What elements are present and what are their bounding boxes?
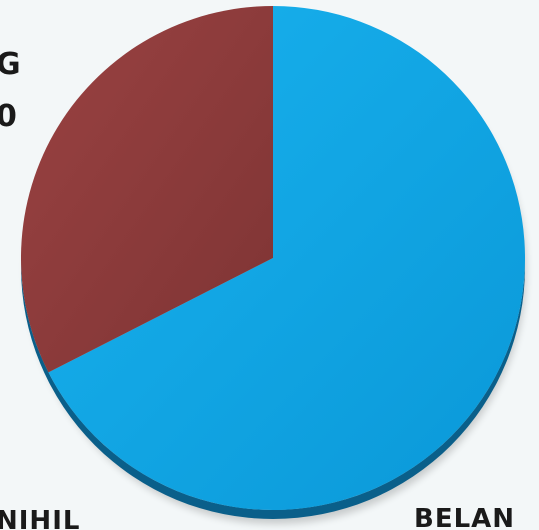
annotation-top-line-1: G — [0, 47, 22, 82]
pie-slices — [20, 6, 525, 510]
pie-slice-1 — [48, 6, 525, 510]
pie-slice-2 — [20, 6, 273, 373]
annotation-top-line-2: 0 — [0, 99, 18, 134]
annotation-bottom-left: NIHIL — [0, 506, 81, 530]
annotation-bottom-right: BELAN — [414, 504, 516, 530]
